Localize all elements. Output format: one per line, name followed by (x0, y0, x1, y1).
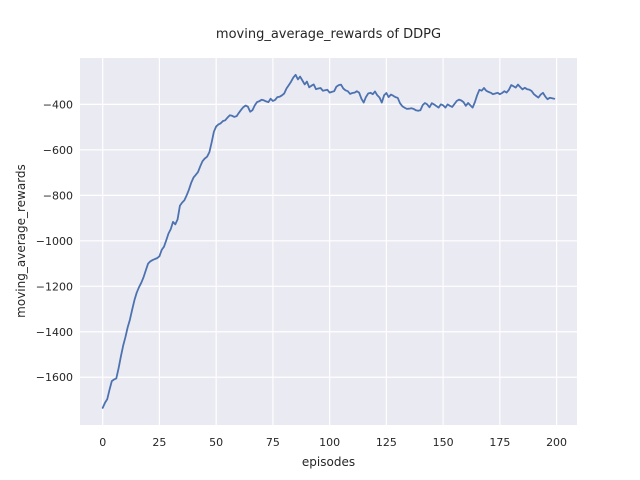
x-tick-label: 25 (152, 436, 166, 449)
x-tick-label: 50 (209, 436, 223, 449)
y-tick-label: −400 (43, 98, 73, 111)
x-tick-label: 75 (266, 436, 280, 449)
axes-background (80, 58, 577, 425)
y-tick-label: −1000 (36, 235, 73, 248)
y-tick-label: −1600 (36, 371, 73, 384)
y-tick-label: −1400 (36, 326, 73, 339)
y-axis-label: moving_average_rewards (14, 164, 28, 318)
y-tick-label: −600 (43, 144, 73, 157)
x-tick-label: 150 (433, 436, 454, 449)
x-tick-label: 0 (99, 436, 106, 449)
series-line (101, 73, 556, 409)
chart-title: moving_average_rewards of DDPG (215, 27, 442, 42)
y-tick-label: −800 (43, 189, 73, 202)
y-tick-label: −1200 (36, 280, 73, 293)
x-tick-label: 100 (319, 436, 340, 449)
x-tick-label: 200 (546, 436, 567, 449)
x-axis-label: episodes (301, 455, 356, 469)
x-tick-label: 125 (376, 436, 397, 449)
x-tick-label: 175 (489, 436, 510, 449)
